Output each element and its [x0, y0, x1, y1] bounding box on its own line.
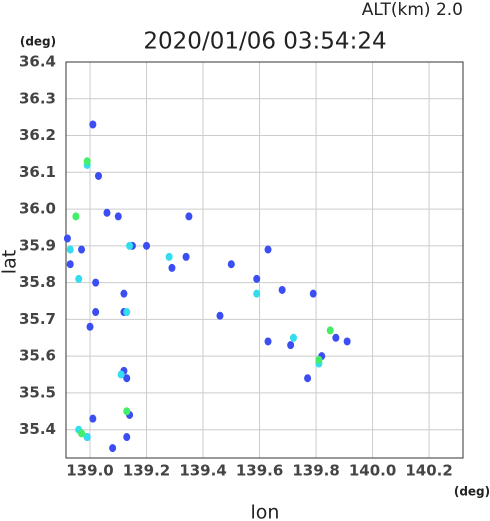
echo-point	[89, 414, 97, 423]
echo-point	[123, 308, 131, 317]
x-tick-label: 139.8	[292, 462, 339, 480]
echo-point	[92, 278, 100, 287]
echo-point	[109, 444, 117, 453]
echo-point	[123, 407, 131, 416]
chart-title: 2020/01/06 03:54:24	[143, 29, 386, 55]
y-tick-label: 36.4	[19, 53, 56, 71]
echo-point	[182, 252, 190, 261]
x-tick-label: 139.2	[123, 462, 170, 480]
echo-point	[315, 355, 323, 364]
echo-point	[326, 326, 334, 335]
echo-point	[168, 263, 176, 272]
echo-point	[165, 252, 173, 261]
echo-point	[143, 241, 151, 250]
y-tick-label: 36.0	[19, 200, 56, 218]
x-unit: (deg)	[454, 485, 490, 499]
echo-point	[253, 274, 261, 283]
x-axis-label: lon	[251, 502, 280, 521]
echo-point	[94, 171, 102, 180]
y-tick-label: 35.5	[19, 383, 56, 401]
echo-point	[103, 208, 111, 217]
y-tick-label: 36.2	[19, 126, 56, 144]
echo-point	[278, 285, 286, 294]
echo-point	[287, 341, 295, 350]
y-tick-label: 36.1	[19, 163, 56, 181]
echo-point	[185, 212, 193, 221]
echo-point	[253, 289, 261, 298]
annotation: ALT(km) 2.0	[362, 0, 463, 20]
echo-point	[83, 433, 91, 442]
echo-point	[66, 260, 74, 269]
y-unit: (deg)	[20, 35, 56, 49]
echo-point	[86, 322, 94, 331]
echo-point	[126, 241, 134, 250]
x-tick-label: 139.4	[179, 462, 226, 480]
echo-point	[72, 212, 80, 221]
y-tick-label: 35.4	[19, 420, 56, 438]
y-tick-label: 36.3	[19, 89, 56, 107]
echo-point	[89, 120, 97, 129]
y-axis-label: lat	[0, 250, 21, 274]
x-tick-label: 139.0	[66, 462, 113, 480]
plot-frame	[65, 61, 464, 459]
echo-point	[123, 374, 131, 383]
echo-point	[216, 311, 224, 320]
echo-point	[123, 433, 131, 442]
echo-point	[309, 289, 317, 298]
echo-point	[117, 370, 125, 379]
echo-point	[289, 333, 297, 342]
y-tick-label: 35.6	[19, 347, 56, 365]
echo-point	[264, 337, 272, 346]
x-tick-label: 139.6	[236, 462, 283, 480]
echo-point	[227, 260, 235, 269]
y-tick-label: 35.8	[19, 273, 56, 291]
echo-point	[114, 212, 122, 221]
echo-point	[304, 374, 312, 383]
echo-point	[332, 333, 340, 342]
echo-point	[66, 245, 74, 254]
echo-point	[63, 234, 71, 243]
echo-point	[83, 157, 91, 166]
x-tick-label: 140.2	[405, 462, 452, 480]
y-tick-label: 35.9	[19, 236, 56, 254]
echo-point	[78, 245, 86, 254]
y-tick-label: 35.7	[19, 310, 56, 328]
echo-point	[120, 289, 128, 298]
echo-point	[343, 337, 351, 346]
echo-point	[75, 274, 83, 283]
echo-point	[92, 308, 100, 317]
x-tick-label: 140.0	[349, 462, 396, 480]
echo-point	[78, 429, 86, 438]
echo-point	[264, 245, 272, 254]
